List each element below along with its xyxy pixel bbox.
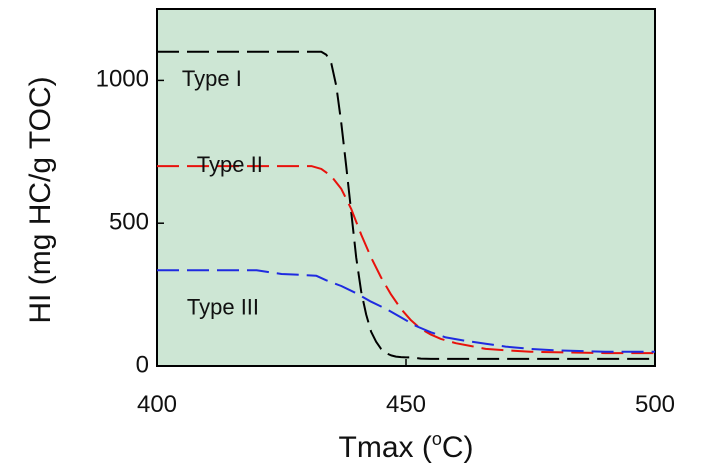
plot-area — [156, 8, 656, 367]
series-labels: Type I Type II Type III — [182, 66, 263, 320]
series-line-type-iii — [157, 269, 655, 353]
x-tick-label: 500 — [635, 391, 675, 418]
y-tick-label: 0 — [136, 351, 149, 378]
series-layer — [157, 50, 655, 360]
y-axis-title: HI (mg HC/g TOC) — [24, 76, 57, 323]
x-axis-title: Tmax (oC) — [339, 429, 474, 464]
series-label-type-iii: Type III — [187, 295, 259, 320]
x-axis-title-superscript: o — [432, 429, 442, 449]
series-line-type-ii — [157, 165, 655, 355]
series-label-type-ii: Type II — [197, 152, 263, 177]
series-label-type-i: Type I — [182, 66, 242, 91]
x-tick-label: 400 — [137, 391, 177, 418]
series-line-type-i — [157, 50, 655, 360]
y-tick-label: 1000 — [96, 66, 149, 93]
ticks-layer: 400 450 500 0 500 1000 — [96, 66, 675, 418]
y-tick-label: 500 — [109, 209, 149, 236]
x-tick-label: 450 — [386, 391, 426, 418]
